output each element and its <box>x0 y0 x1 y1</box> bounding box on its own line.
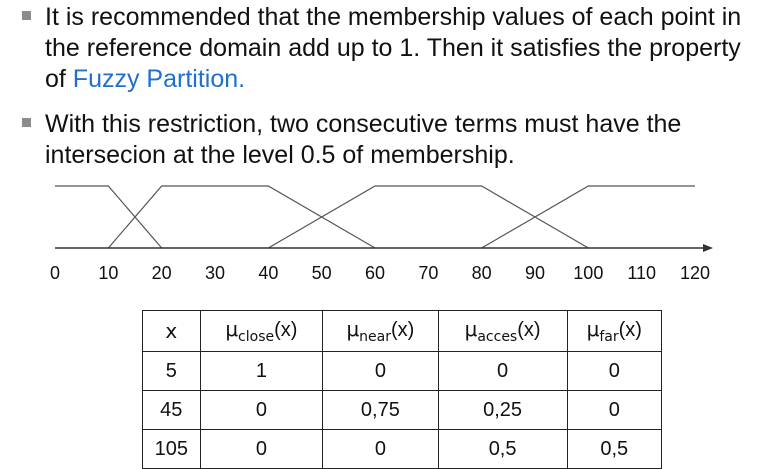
tick-label: 60 <box>365 263 385 283</box>
tick-label: 0 <box>50 263 60 283</box>
column-header: μnear(x) <box>322 310 439 352</box>
column-header: μclose(x) <box>199 310 324 352</box>
tick-label: 70 <box>418 263 438 283</box>
table-cell: 5 <box>142 351 201 391</box>
membership-line-1 <box>107 185 376 249</box>
fuzzy-partition-link[interactable]: Fuzzy Partition. <box>72 65 246 93</box>
bullet-square-icon <box>22 11 31 20</box>
tick-label: 30 <box>205 263 225 283</box>
table-cell: 0 <box>437 351 568 391</box>
tick-label: 90 <box>525 263 545 283</box>
bullet-text: It is recommended that the membership va… <box>45 2 752 95</box>
column-header: μacces(x) <box>437 310 568 352</box>
table-cell: 105 <box>142 429 201 469</box>
tick-label: 80 <box>472 263 492 283</box>
x-axis-tick-labels: 0 10 20 30 40 50 60 70 80 90 100 110 120 <box>50 263 710 283</box>
membership-function-lines <box>55 185 695 249</box>
column-header: μfar(x) <box>566 310 663 352</box>
table-cell: 0 <box>199 429 324 469</box>
column-header: x <box>142 310 201 352</box>
table-cell: 0 <box>566 351 663 391</box>
table-row: 45 0 0,75 0,25 0 <box>142 390 663 430</box>
membership-line-2 <box>268 185 589 249</box>
table-cell: 45 <box>142 390 201 430</box>
x-axis-arrow-icon <box>703 244 713 252</box>
tick-label: 110 <box>627 263 656 283</box>
table-cell: 0,5 <box>437 429 568 469</box>
tick-label: 10 <box>98 263 118 283</box>
bullet-1-text: It is recommended that the membership va… <box>45 3 742 93</box>
table-header-row: x μclose(x) μnear(x) μacces(x) μfar(x) <box>142 310 663 352</box>
table-row: 105 0 0 0,5 0,5 <box>142 429 663 469</box>
table-cell: 0,75 <box>322 390 439 430</box>
table-cell: 1 <box>199 351 324 391</box>
membership-line-3 <box>481 185 695 249</box>
bullet-square-icon <box>22 118 31 127</box>
table-cell: 0 <box>322 351 439 391</box>
table-cell: 0 <box>566 390 663 430</box>
tick-label: 100 <box>573 263 603 283</box>
bullet-2-text: With this restriction, two consecutive t… <box>45 110 682 169</box>
table-cell: 0 <box>322 429 439 469</box>
table-cell: 0,5 <box>566 429 663 469</box>
membership-functions-plot: 0 10 20 30 40 50 60 70 80 90 100 110 120 <box>50 185 713 283</box>
tick-label: 50 <box>312 263 332 283</box>
x-axis <box>55 244 713 252</box>
bullet-intersection: With this restriction, two consecutive t… <box>22 109 752 171</box>
tick-label: 20 <box>152 263 172 283</box>
table-cell: 0,25 <box>437 390 568 430</box>
membership-line-0 <box>55 185 163 249</box>
tick-label: 120 <box>680 263 710 283</box>
tick-label: 40 <box>258 263 278 283</box>
table-cell: 0 <box>199 390 324 430</box>
table-body: 5 1 0 0 0 45 0 0,75 0,25 0 105 0 0 0,5 0,5 <box>142 351 663 469</box>
bullet-fuzzy-partition: It is recommended that the membership va… <box>22 2 752 95</box>
